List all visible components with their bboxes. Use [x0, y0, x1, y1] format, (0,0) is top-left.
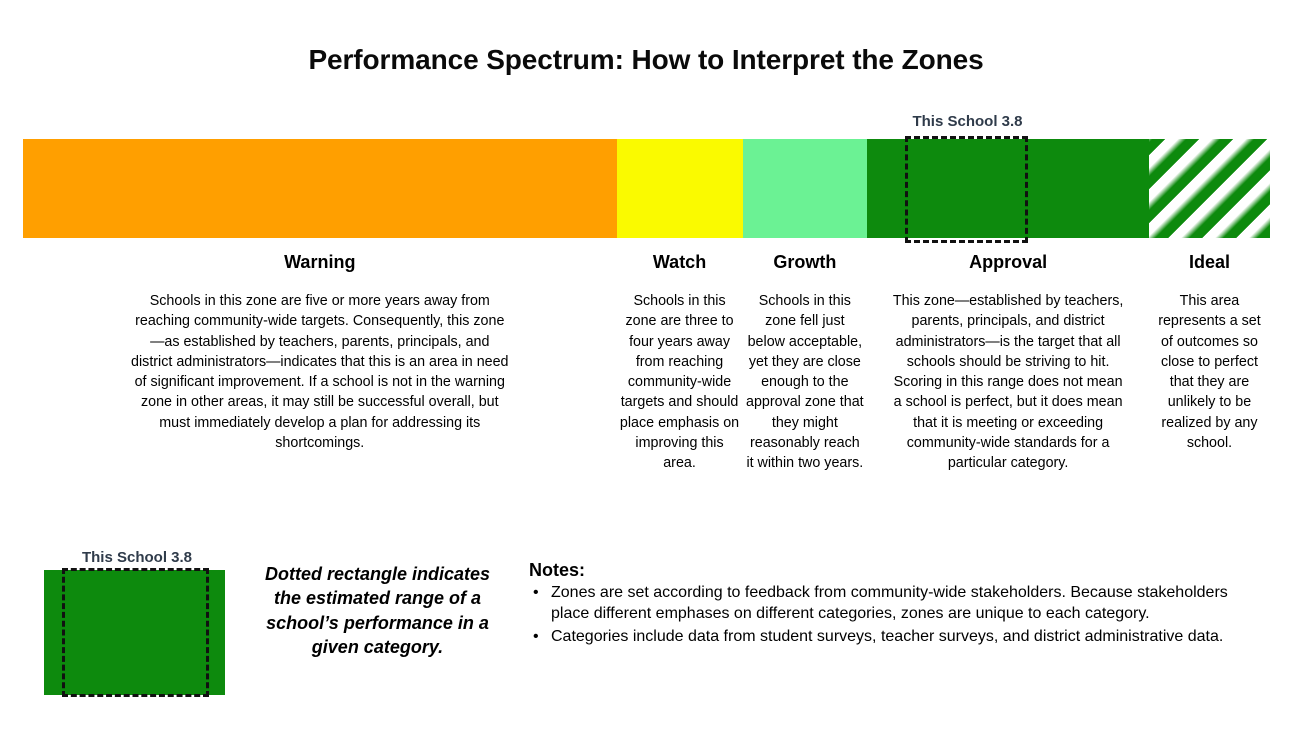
zone-label-growth: Growth — [773, 252, 837, 272]
spectrum-segment-warning — [23, 139, 617, 238]
spectrum-segment-watch — [616, 139, 743, 238]
legend-caption: Dotted rectangle indicates the estimated… — [264, 564, 491, 657]
zone-columns: Warning Schools in this zone are five or … — [23, 252, 1270, 474]
zone-description-ideal: This area represents a set of outcomes s… — [1158, 293, 1261, 452]
zone-description-approval: This zone—established by teachers, paren… — [892, 293, 1124, 472]
zone-label-warning: Warning — [284, 252, 356, 272]
zone-label-approval: Approval — [969, 252, 1048, 272]
legend-dashed-rectangle — [62, 568, 209, 697]
zone-description-watch: Schools in this zone are three to four y… — [619, 293, 740, 472]
zone-column-watch: Watch Schools in this zone are three to f… — [617, 252, 743, 474]
notes-list: Zones are set according to feedback from… — [529, 583, 1249, 647]
spectrum-segment-ideal — [1149, 139, 1270, 238]
legend-green-swatch — [44, 570, 225, 695]
legend-swatch-label: This School 3.8 — [81, 549, 193, 566]
page-title: Performance Spectrum: How to Interpret t… — [308, 44, 984, 75]
notes-heading: Notes: — [529, 560, 586, 580]
zone-label-ideal: Ideal — [1188, 252, 1230, 272]
zone-column-growth: Growth Schools in this zone fell just bel… — [743, 252, 868, 474]
spectrum-segment-approval — [867, 139, 1149, 238]
notes-section: Notes: Zones are set according to feedba… — [529, 560, 1249, 649]
this-school-marker-rectangle — [905, 136, 1028, 243]
note-item: Zones are set according to feedback from… — [529, 583, 1249, 625]
zone-column-approval: Approval This zone—established by teacher… — [867, 252, 1149, 474]
zone-description-growth: Schools in this zone fell just below acc… — [746, 293, 864, 472]
this-school-marker-label: This School 3.8 — [912, 113, 1023, 130]
zone-description-warning: Schools in this zone are five or more ye… — [131, 293, 509, 452]
zone-column-warning: Warning Schools in this zone are five or … — [23, 252, 617, 453]
spectrum-segment-growth — [742, 139, 868, 238]
zone-label-watch: Watch — [652, 252, 707, 272]
zone-column-ideal: Ideal This area represents a set of outco… — [1149, 252, 1270, 453]
performance-spectrum-bar — [23, 139, 1270, 238]
note-item: Categories include data from student sur… — [529, 627, 1249, 648]
